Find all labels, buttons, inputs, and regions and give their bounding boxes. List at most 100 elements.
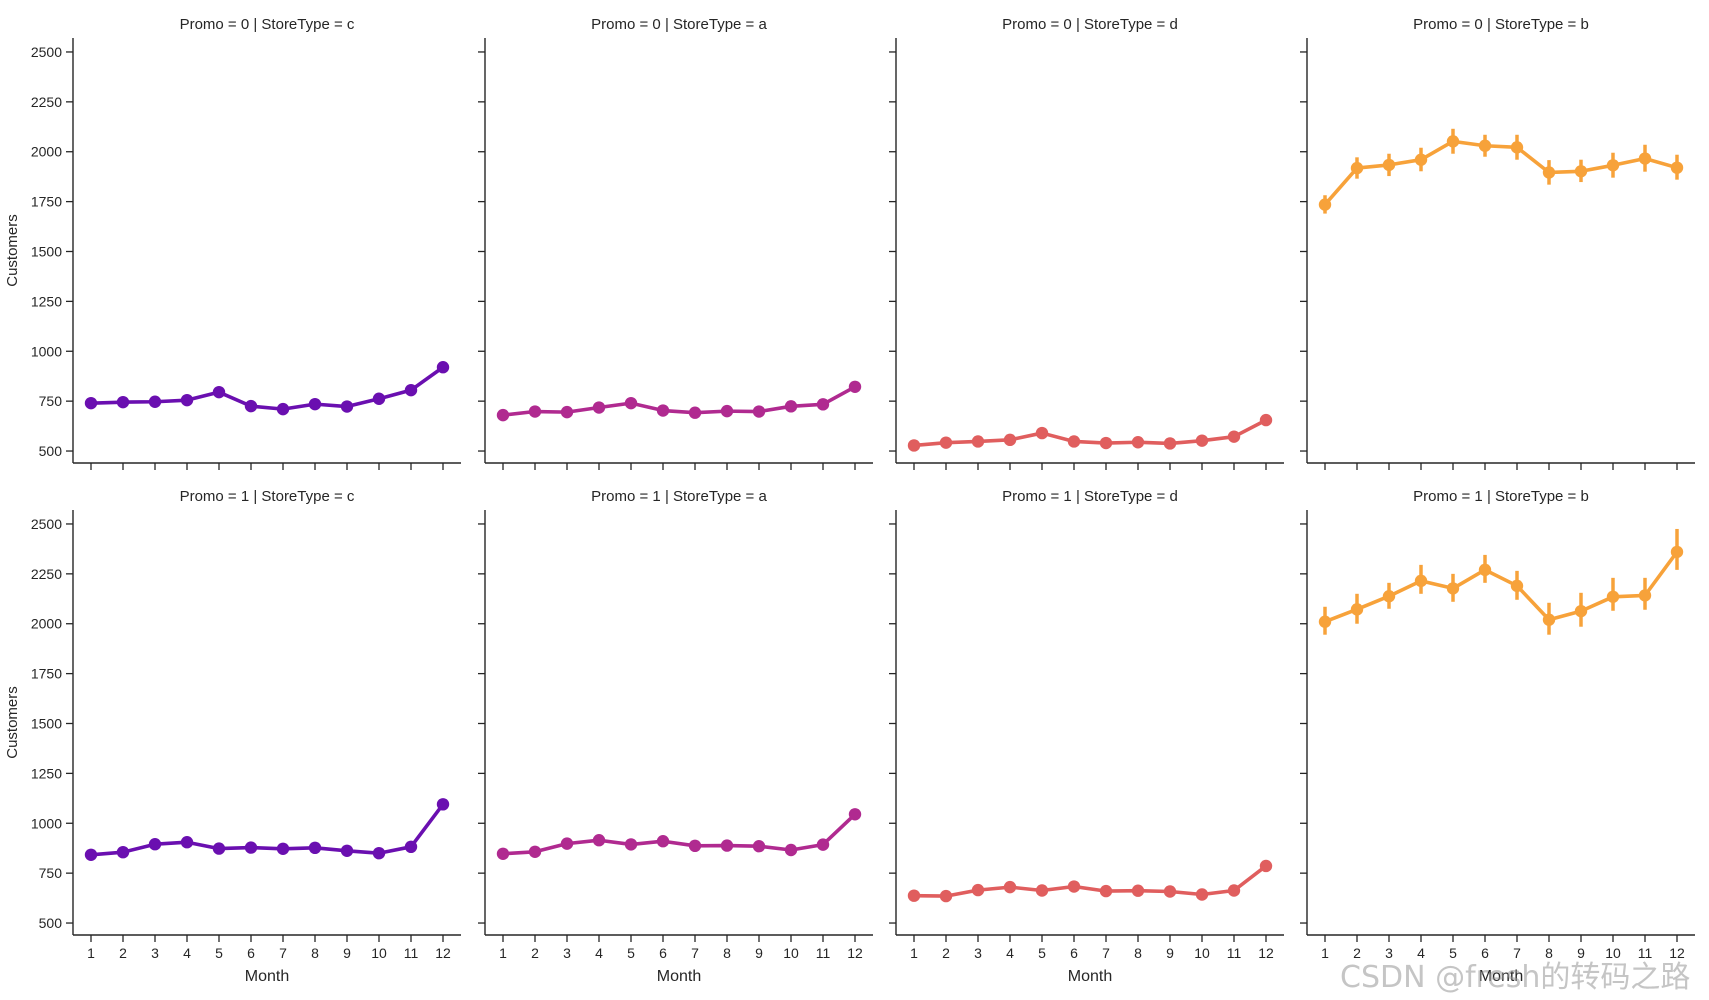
- x-tick-label: 3: [151, 945, 159, 961]
- data-point: [971, 435, 985, 448]
- panel-title: Promo = 0 | StoreType = d: [1002, 16, 1178, 33]
- x-tick-label: 10: [371, 945, 387, 961]
- y-tick-label: 1250: [31, 293, 62, 309]
- watermark: CSDN @fresh的转码之路: [1340, 960, 1691, 995]
- data-point: [1574, 165, 1588, 178]
- panel-title: Promo = 1 | StoreType = d: [1002, 488, 1178, 505]
- data-point: [1131, 436, 1145, 449]
- data-point: [1067, 880, 1081, 893]
- x-tick-label: 9: [1166, 945, 1174, 961]
- data-point: [1574, 604, 1588, 618]
- x-tick-label: 5: [215, 945, 223, 961]
- x-axis-label: Month: [657, 968, 701, 985]
- data-point: [1638, 589, 1652, 602]
- data-point: [148, 395, 162, 408]
- data-point: [212, 385, 226, 399]
- data-point: [784, 843, 798, 857]
- x-tick-label: 11: [1638, 945, 1653, 961]
- data-point: [907, 889, 921, 902]
- data-point: [212, 842, 226, 855]
- data-point: [1227, 884, 1241, 897]
- data-point: [720, 404, 734, 418]
- data-point: [939, 436, 953, 449]
- data-point: [1606, 159, 1620, 172]
- y-tick-label: 1750: [31, 666, 62, 682]
- panel-title: Promo = 0 | StoreType = c: [180, 16, 355, 33]
- panel-title: Promo = 1 | StoreType = b: [1413, 488, 1589, 505]
- data-point: [372, 392, 386, 405]
- data-point: [340, 844, 354, 857]
- x-axis-label: Month: [1068, 968, 1112, 985]
- data-point: [1259, 413, 1273, 427]
- y-tick-label: 1500: [31, 715, 62, 731]
- data-point: [436, 798, 450, 811]
- x-tick-label: 3: [974, 945, 982, 961]
- x-tick-label: 2: [942, 945, 950, 961]
- x-tick-label: 11: [816, 945, 831, 961]
- data-point: [1099, 884, 1113, 898]
- data-point: [1350, 161, 1364, 175]
- x-axis-label: Month: [1479, 968, 1523, 985]
- data-point: [1259, 859, 1273, 873]
- x-tick-label: 8: [1545, 945, 1553, 961]
- data-point: [592, 834, 606, 847]
- data-point: [688, 406, 702, 419]
- x-tick-label: 9: [755, 945, 763, 961]
- x-axis-label: Month: [245, 968, 289, 985]
- y-tick-label: 2250: [31, 566, 62, 582]
- data-point: [848, 808, 862, 821]
- x-tick-label: 6: [1481, 945, 1489, 961]
- data-point: [1035, 426, 1049, 440]
- data-point: [244, 399, 258, 413]
- x-tick-label: 12: [1258, 945, 1274, 961]
- x-tick-label: 5: [1038, 945, 1046, 961]
- y-axis-label: Customers: [4, 214, 21, 287]
- data-point: [1510, 141, 1524, 154]
- data-point: [1163, 437, 1177, 450]
- data-point: [816, 398, 830, 411]
- data-point: [560, 405, 574, 419]
- panel-title: Promo = 1 | StoreType = a: [591, 488, 767, 505]
- data-point: [560, 837, 574, 850]
- x-tick-label: 1: [499, 945, 507, 961]
- data-point: [276, 402, 290, 416]
- x-tick-label: 7: [279, 945, 287, 961]
- data-point: [1638, 152, 1652, 165]
- data-point: [1382, 589, 1396, 603]
- data-point: [624, 396, 638, 410]
- data-point: [907, 439, 921, 452]
- data-point: [276, 842, 290, 856]
- x-tick-label: 6: [247, 945, 255, 961]
- x-tick-label: 2: [1353, 945, 1361, 961]
- data-point: [1542, 613, 1556, 626]
- x-tick-label: 12: [435, 945, 451, 961]
- x-tick-label: 8: [1134, 945, 1142, 961]
- data-point: [752, 405, 766, 418]
- y-tick-label: 1500: [31, 243, 62, 259]
- x-tick-label: 1: [87, 945, 95, 961]
- data-point: [340, 400, 354, 413]
- data-point: [1318, 198, 1332, 211]
- data-point: [784, 400, 798, 413]
- y-tick-label: 2500: [31, 516, 62, 532]
- data-point: [1350, 603, 1364, 616]
- data-point: [656, 404, 670, 417]
- data-point: [720, 839, 734, 852]
- data-point: [528, 845, 542, 858]
- panel-title: Promo = 0 | StoreType = a: [591, 16, 767, 33]
- x-tick-label: 10: [1605, 945, 1621, 961]
- data-point: [308, 841, 322, 855]
- y-axis-label: Customers: [4, 686, 21, 759]
- x-tick-label: 9: [343, 945, 351, 961]
- series-line: [1323, 139, 1678, 206]
- y-tick-label: 2250: [31, 94, 62, 110]
- x-tick-label: 6: [1070, 945, 1078, 961]
- data-point: [656, 835, 670, 848]
- x-tick-label: 4: [595, 945, 603, 961]
- data-point: [1542, 166, 1556, 179]
- series-line: [913, 418, 1267, 448]
- data-point: [1606, 590, 1620, 603]
- data-point: [148, 838, 162, 851]
- data-point: [1318, 615, 1332, 628]
- x-tick-label: 9: [1577, 945, 1585, 961]
